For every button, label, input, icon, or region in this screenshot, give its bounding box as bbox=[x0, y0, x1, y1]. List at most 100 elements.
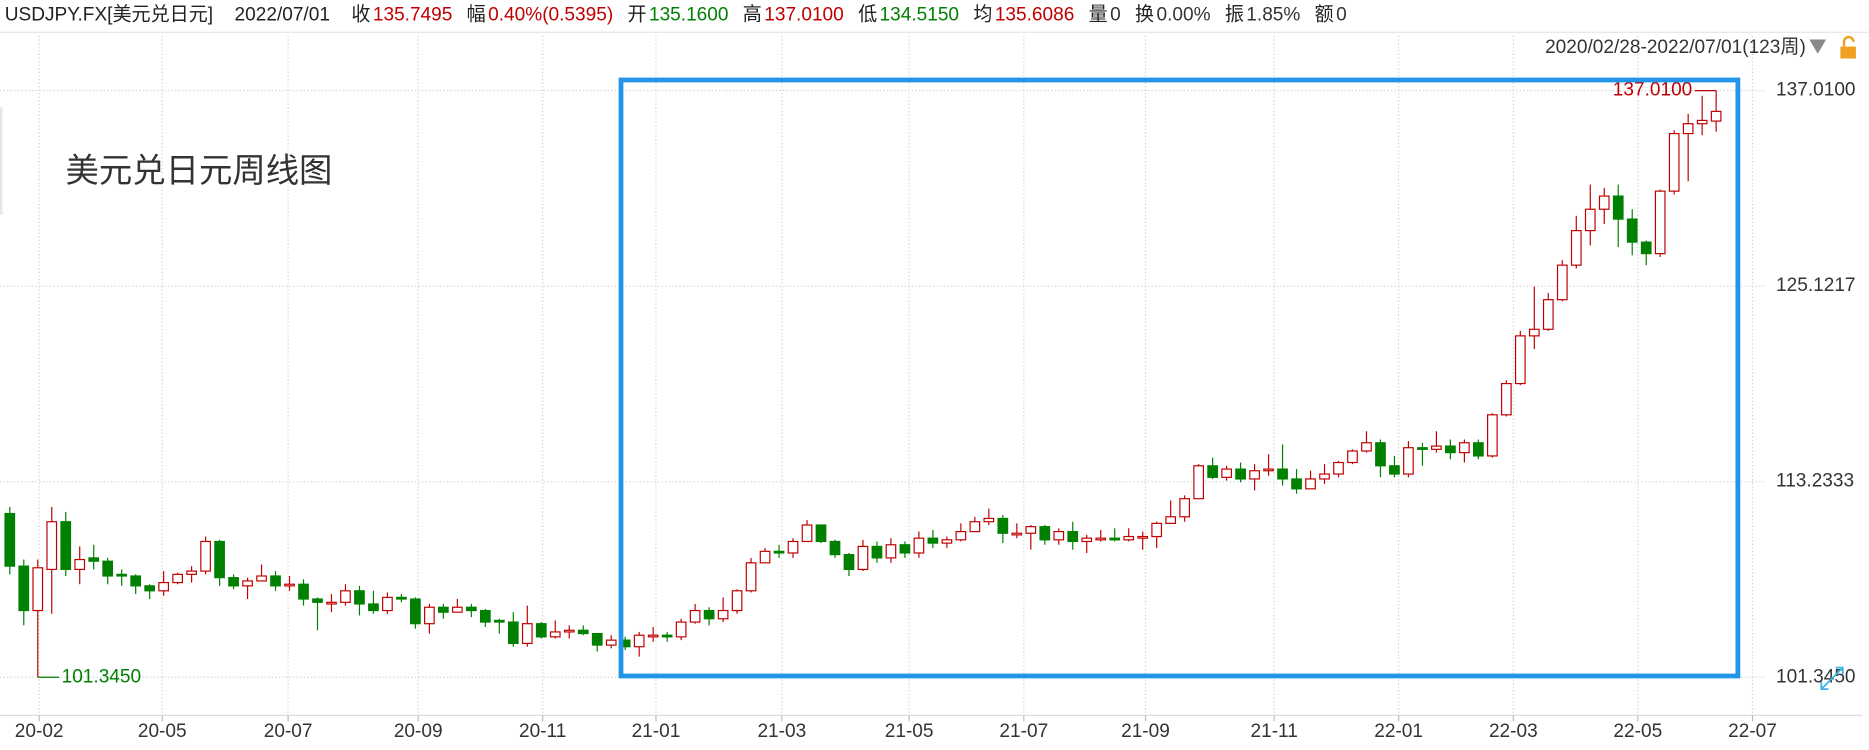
field-value: 137.0100 bbox=[764, 5, 844, 26]
field-value: 135.6086 bbox=[995, 5, 1075, 26]
x-tick-label: 22-05 bbox=[1613, 721, 1662, 742]
x-tick-label: 22-01 bbox=[1374, 721, 1423, 742]
candle-body bbox=[1305, 478, 1316, 490]
candle-body bbox=[479, 609, 491, 623]
candle-body bbox=[60, 521, 72, 571]
y-tick-label: 101.3450 bbox=[1776, 666, 1856, 687]
candle-body bbox=[1137, 535, 1149, 539]
x-tick-label: 20-07 bbox=[264, 721, 313, 742]
field-label: 额 bbox=[1315, 4, 1334, 26]
x-tick-label: 20-02 bbox=[15, 721, 64, 742]
candle-body bbox=[1710, 110, 1722, 122]
field-label: 振 bbox=[1225, 4, 1244, 26]
candle-body bbox=[396, 596, 407, 600]
x-tick-label: 20-11 bbox=[519, 721, 566, 742]
candle-body bbox=[927, 537, 939, 544]
candle-body bbox=[1193, 465, 1205, 500]
y-tick-label: 125.1217 bbox=[1776, 275, 1856, 296]
candle-body bbox=[647, 634, 659, 638]
candle-body bbox=[521, 623, 533, 645]
date: 2022/07/01 bbox=[235, 5, 330, 26]
candle-body bbox=[1584, 208, 1596, 232]
candle-body bbox=[605, 639, 617, 646]
candle-body bbox=[1445, 445, 1456, 454]
field-value: 0.00% bbox=[1156, 5, 1210, 26]
candle-body bbox=[717, 609, 729, 620]
candle-body bbox=[1221, 468, 1232, 478]
candle-body bbox=[465, 606, 477, 612]
candle-body bbox=[815, 524, 827, 543]
candle-body bbox=[1067, 530, 1079, 543]
candle-body bbox=[885, 544, 897, 559]
x-tick-label: 21-03 bbox=[757, 721, 806, 742]
candles: 137.0100 101.3450 bbox=[4, 80, 1722, 687]
candle-body bbox=[1277, 468, 1288, 480]
expand-icon[interactable] bbox=[1820, 666, 1844, 690]
candle-body bbox=[116, 573, 128, 577]
candle-body bbox=[1389, 465, 1400, 475]
candle-body bbox=[577, 629, 589, 635]
candle-body bbox=[1528, 328, 1540, 337]
candle-body bbox=[1612, 195, 1624, 220]
lock-icon[interactable] bbox=[1840, 35, 1856, 59]
candle-body bbox=[1598, 195, 1610, 210]
candle-body bbox=[382, 596, 393, 612]
candle-body bbox=[1123, 535, 1135, 541]
candle-body bbox=[871, 545, 883, 559]
candle-body bbox=[200, 540, 211, 572]
candle-body bbox=[1542, 299, 1554, 330]
candle-body bbox=[941, 539, 953, 544]
candle-body bbox=[857, 545, 869, 571]
dropdown-icon[interactable] bbox=[1809, 39, 1827, 54]
low-label: 101.3450 bbox=[62, 666, 142, 687]
candle-body bbox=[1514, 335, 1526, 385]
candle-body bbox=[955, 530, 967, 541]
candle-body bbox=[270, 575, 281, 587]
candle-body bbox=[1053, 530, 1065, 541]
x-tick-label: 21-05 bbox=[885, 721, 934, 742]
x-tick-label: 20-05 bbox=[138, 721, 187, 742]
x-tick-label: 21-09 bbox=[1121, 721, 1170, 742]
candle-body bbox=[549, 631, 561, 638]
candle-body bbox=[1556, 264, 1568, 301]
candle-body bbox=[1668, 132, 1680, 192]
x-tick-label: 21-01 bbox=[632, 721, 681, 742]
candle-body bbox=[1626, 218, 1638, 243]
candle-body bbox=[535, 623, 547, 638]
y-tick-label: 113.2333 bbox=[1776, 471, 1854, 492]
candle-body bbox=[340, 590, 351, 603]
candle-body bbox=[1151, 522, 1163, 538]
lock-body bbox=[1840, 46, 1856, 59]
candle-body bbox=[1361, 442, 1372, 452]
candle-body bbox=[1682, 123, 1694, 135]
x-tick-label: 22-03 bbox=[1489, 721, 1538, 742]
candle-body bbox=[731, 590, 743, 612]
candle-body bbox=[1235, 468, 1246, 480]
candle-body bbox=[186, 570, 197, 575]
field-value: 1.85% bbox=[1246, 5, 1300, 26]
candle-body bbox=[983, 517, 995, 523]
candle-body bbox=[913, 537, 925, 554]
chart-title: 美元兑日元周线图 bbox=[66, 153, 333, 190]
field-label: 收 bbox=[351, 4, 370, 26]
candle-body bbox=[4, 512, 16, 567]
high-label: 137.0100 bbox=[1613, 80, 1693, 101]
candle-body bbox=[1011, 532, 1023, 536]
candle-body bbox=[228, 577, 239, 587]
range-label[interactable]: 2020/02/28-2022/07/01(123周) bbox=[1545, 37, 1806, 58]
candle-body bbox=[298, 583, 309, 600]
candle-body bbox=[1039, 526, 1051, 541]
candle-body bbox=[1291, 478, 1302, 490]
x-tick-label: 20-09 bbox=[394, 721, 443, 742]
candle-body bbox=[312, 598, 323, 603]
candle-body bbox=[284, 583, 295, 587]
candle-body bbox=[1095, 537, 1107, 541]
candle-body bbox=[88, 557, 100, 562]
candle-body bbox=[1375, 442, 1386, 467]
candle-body bbox=[102, 560, 114, 577]
lock-shackle bbox=[1842, 35, 1855, 47]
candle-body bbox=[1025, 526, 1037, 534]
candle-body bbox=[1431, 445, 1442, 450]
candle-body bbox=[1319, 473, 1330, 480]
